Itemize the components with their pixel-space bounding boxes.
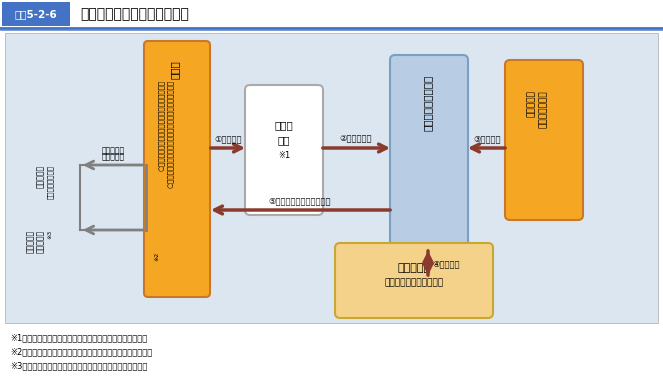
Text: 決定に不服: 決定に不服 [101, 146, 125, 155]
Text: ⑤訂正（不訂正）決定通知: ⑤訂正（不訂正）決定通知 [269, 196, 332, 205]
Text: 図表5-2-6: 図表5-2-6 [15, 9, 58, 19]
FancyBboxPatch shape [390, 55, 468, 280]
Text: ※3　不服申立を行わずに訴訟を提起することができます。: ※3 不服申立を行わずに訴訟を提起することができます。 [10, 361, 147, 370]
Text: ※1　年金事務所で直ちに記録訂正できるものもあります。: ※1 年金事務所で直ちに記録訂正できるものもあります。 [10, 333, 147, 342]
Text: ①訂正請求: ①訂正請求 [214, 134, 242, 143]
Text: ※2: ※2 [154, 252, 159, 261]
Text: 司法手続へ: 司法手続へ [36, 230, 44, 253]
Text: ○ご本人が亡くなっている場合は、ご遺族の方: ○ご本人が亡くなっている場合は、ご遺族の方 [158, 80, 164, 171]
Text: ※3: ※3 [48, 230, 52, 239]
FancyBboxPatch shape [245, 85, 323, 215]
Text: ④諮問答申: ④諮問答申 [432, 260, 459, 268]
Text: 年金事: 年金事 [274, 120, 293, 130]
Text: （厚生労働大臣）: （厚生労働大臣） [46, 165, 53, 199]
FancyBboxPatch shape [144, 41, 210, 297]
Text: 年金記録の訂正手続きの実施: 年金記録の訂正手続きの実施 [80, 7, 189, 21]
Text: 地方審議会: 地方審議会 [397, 263, 430, 273]
Text: 務所: 務所 [278, 135, 290, 145]
Text: 行政機関等: 行政機関等 [526, 90, 536, 117]
Text: ○年金に加入している方・過去に年金に加入していた方: ○年金に加入している方・過去に年金に加入していた方 [167, 80, 174, 188]
FancyBboxPatch shape [335, 243, 493, 318]
Text: （裁判所）: （裁判所） [25, 230, 34, 253]
Text: がある場合: がある場合 [101, 152, 125, 161]
Text: 事業主・関係者: 事業主・関係者 [538, 90, 548, 128]
FancyBboxPatch shape [5, 33, 658, 323]
FancyBboxPatch shape [505, 60, 583, 220]
FancyBboxPatch shape [0, 0, 663, 28]
Text: ※1: ※1 [278, 151, 290, 159]
Text: 地方厚生（支）局長: 地方厚生（支）局長 [423, 75, 433, 131]
FancyBboxPatch shape [2, 2, 70, 26]
Text: ※2　遺族年金の受給権者であるなど一定の条件があります。: ※2 遺族年金の受給権者であるなど一定の条件があります。 [10, 347, 152, 356]
Text: 請求者: 請求者 [170, 60, 180, 79]
Text: ③資料収集: ③資料収集 [473, 134, 501, 143]
Text: ・訂正の要否に係る審議: ・訂正の要否に係る審議 [385, 278, 444, 287]
Text: 不服申立へ: 不服申立へ [36, 165, 44, 188]
Text: ②請求書送付: ②請求書送付 [339, 134, 372, 143]
